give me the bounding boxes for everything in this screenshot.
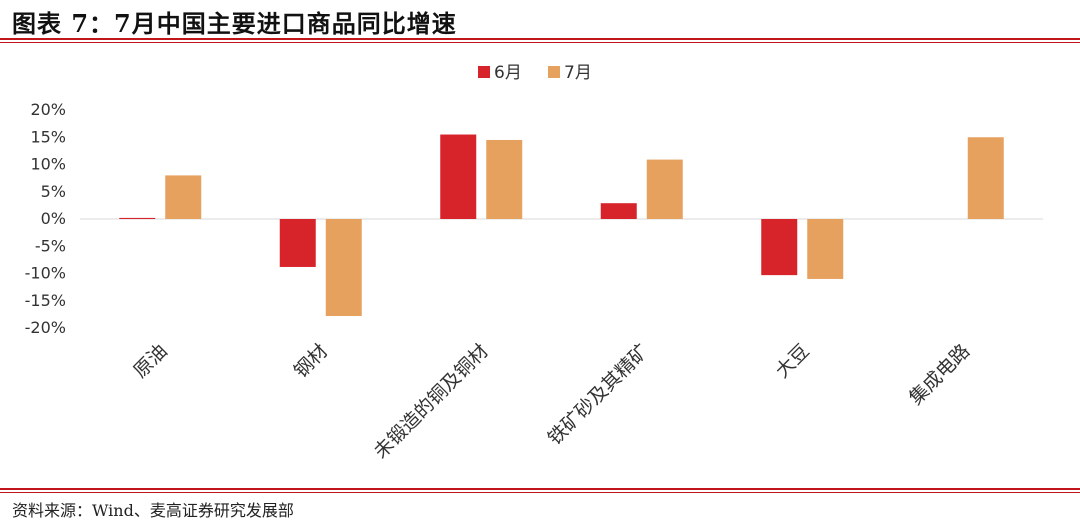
footer-divider xyxy=(0,488,1080,490)
bar-july xyxy=(325,219,362,317)
legend-swatch xyxy=(478,66,490,78)
legend-swatch xyxy=(548,66,560,78)
y-axis: 20% 15% 10% 5% 0% -5% -10% -15% -20% xyxy=(25,100,66,337)
bar-june xyxy=(440,134,477,219)
bars xyxy=(119,134,1004,317)
source-note: 资料来源：Wind、麦高证券研究发展部 xyxy=(12,501,294,520)
x-category-label: 铁矿砂及其精矿 xyxy=(544,340,654,450)
x-axis-labels: 原油 钢材 未锻造的铜及铜材 铁矿砂及其精矿 大豆 集成电路 xyxy=(129,340,974,463)
y-tick-label: -10% xyxy=(25,264,66,283)
header-divider-thin xyxy=(0,42,1080,43)
x-category-label: 大豆 xyxy=(771,340,813,382)
bar-chart: 6月 7月 20% 15% 10% 5% 0% -5% -10% -15% -20% 原油 钢材 未锻… xyxy=(25,63,1043,463)
x-category-label: 未锻造的铜及铜材 xyxy=(370,340,493,463)
legend-label: 6月 xyxy=(494,63,522,83)
y-tick-label: 0% xyxy=(41,209,66,228)
x-category-label: 原油 xyxy=(129,340,171,382)
bar-june xyxy=(761,219,798,276)
footer-divider-thin xyxy=(0,492,1080,493)
y-tick-label: -5% xyxy=(35,236,66,255)
bar-july xyxy=(967,137,1004,219)
bar-june xyxy=(600,203,637,219)
legend: 6月 7月 xyxy=(478,63,592,83)
y-tick-label: 20% xyxy=(30,100,66,119)
header-divider xyxy=(0,38,1080,40)
bar-june xyxy=(119,217,156,219)
bar-july xyxy=(807,219,844,279)
bar-july xyxy=(646,159,683,219)
x-category-label: 集成电路 xyxy=(905,340,974,409)
y-tick-label: 5% xyxy=(41,182,66,201)
bar-july xyxy=(486,139,523,219)
y-tick-label: -15% xyxy=(25,291,66,310)
legend-label: 7月 xyxy=(564,63,592,83)
x-category-label: 钢材 xyxy=(290,340,332,382)
y-tick-label: -20% xyxy=(25,318,66,337)
bar-june xyxy=(279,219,316,267)
y-tick-label: 10% xyxy=(30,155,66,174)
bar-july xyxy=(165,175,202,219)
y-tick-label: 15% xyxy=(30,127,66,146)
page-title: 图表 7：7月中国主要进口商品同比增速 xyxy=(12,9,457,38)
